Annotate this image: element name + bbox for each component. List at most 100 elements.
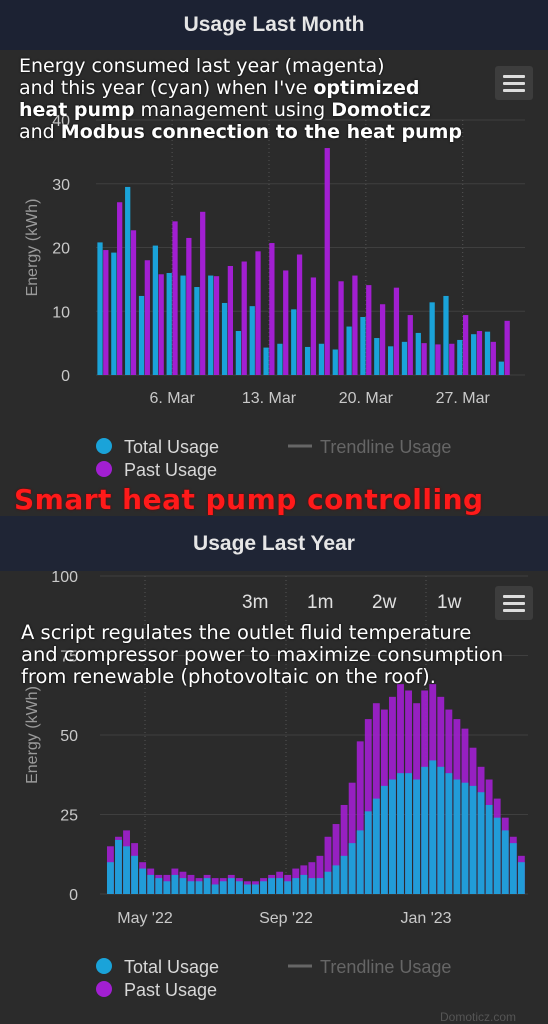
bar-past-usage bbox=[241, 261, 247, 375]
usage-last-month-header: Usage Last Month bbox=[0, 0, 548, 50]
credit-link[interactable]: Domoticz.com bbox=[440, 1010, 517, 1024]
bar-total-usage bbox=[421, 766, 429, 894]
bar-past-usage bbox=[352, 275, 358, 375]
bar-total-usage bbox=[300, 874, 308, 894]
bar-total-usage bbox=[125, 186, 131, 375]
bar-total-usage bbox=[249, 306, 255, 375]
year-chart-panel: 0 25 50 75 100 May '22 Sep '22 Jan '23 Energy (k… bbox=[0, 571, 548, 1022]
panel-title-year: Usage Last Year bbox=[193, 532, 355, 555]
bar-total-usage bbox=[348, 843, 356, 894]
bar-total-usage bbox=[235, 331, 242, 375]
x-tick-label: Jan '23 bbox=[400, 910, 451, 927]
bar-total-usage bbox=[374, 338, 380, 375]
bar-total-usage bbox=[471, 334, 477, 375]
bar-total-usage bbox=[235, 881, 243, 894]
bar-total-usage bbox=[356, 830, 364, 894]
bar-past-usage bbox=[407, 315, 413, 375]
bar-total-usage bbox=[276, 878, 284, 894]
bar-past-usage bbox=[379, 304, 386, 375]
bar-total-usage bbox=[115, 839, 122, 894]
bar-total-usage bbox=[477, 792, 485, 894]
x-tick-label: 27. Mar bbox=[436, 390, 491, 407]
annotation-line-3: management using bbox=[134, 99, 332, 121]
bar-total-usage bbox=[292, 878, 300, 894]
bar-total-usage bbox=[318, 343, 325, 375]
month-chart-panel: 0 10 20 30 40 6. Mar 13. Mar 20. Mar 27. Mar Ener… bbox=[0, 50, 548, 516]
bar-past-usage bbox=[463, 315, 469, 375]
bar-past-usage bbox=[490, 341, 496, 375]
bar-past-usage bbox=[144, 260, 150, 375]
banner-text: Smart heat pump controlling bbox=[14, 483, 484, 516]
range-button-1m[interactable]: 1m bbox=[307, 592, 334, 613]
bar-total-usage bbox=[360, 316, 366, 375]
bar-total-usage bbox=[138, 295, 145, 375]
bar-total-usage bbox=[227, 878, 235, 894]
bar-total-usage bbox=[457, 339, 463, 375]
bar-total-usage bbox=[401, 341, 408, 375]
bar-past-usage bbox=[283, 270, 289, 375]
y-tick-label: 25 bbox=[60, 808, 78, 825]
annotation-bold-optimized: optimized bbox=[313, 77, 420, 99]
month-chart: 0 10 20 30 40 6. Mar 13. Mar 20. Mar 27. Mar Ener… bbox=[24, 113, 525, 480]
bar-total-usage bbox=[389, 779, 396, 894]
bar-total-usage bbox=[484, 331, 491, 375]
annotation-top: Energy consumed last year (magenta) and … bbox=[19, 55, 539, 143]
annotation-line-1: Energy consumed last year (magenta) bbox=[19, 55, 385, 77]
bar-total-usage bbox=[179, 878, 187, 894]
y-tick-label: 100 bbox=[51, 571, 78, 586]
bar-past-usage bbox=[356, 741, 364, 894]
bar-total-usage bbox=[445, 773, 453, 894]
bar-total-usage bbox=[180, 275, 186, 375]
legend-trendline-usage: Trendline Usage bbox=[320, 957, 451, 977]
y-tick-label: 0 bbox=[69, 887, 78, 904]
bar-past-usage bbox=[504, 320, 510, 375]
bar-total-usage bbox=[485, 804, 493, 894]
bar-past-usage bbox=[421, 343, 427, 375]
bar-total-usage bbox=[171, 874, 179, 894]
bar-total-usage bbox=[263, 347, 269, 375]
y-axis-label: Energy (kWh) bbox=[24, 686, 41, 784]
range-button-1w[interactable]: 1w bbox=[437, 592, 462, 613]
bar-total-usage bbox=[195, 881, 203, 894]
bar-total-usage bbox=[166, 273, 172, 375]
range-button-2w[interactable]: 2w bbox=[372, 592, 397, 613]
legend-total-usage: Total Usage bbox=[124, 437, 219, 457]
bar-total-usage bbox=[152, 245, 158, 375]
bar-past-usage bbox=[348, 782, 356, 894]
bar-past-usage bbox=[338, 281, 344, 375]
annotation-bold-domoticz: Domoticz bbox=[331, 99, 431, 121]
chart-menu-button-year[interactable] bbox=[495, 586, 533, 620]
bar-total-usage bbox=[147, 874, 155, 894]
bar-total-usage bbox=[277, 343, 283, 375]
bar-past-usage bbox=[449, 343, 455, 375]
bar-total-usage bbox=[509, 843, 517, 894]
bar-total-usage bbox=[469, 785, 477, 894]
bar-total-usage bbox=[387, 346, 394, 375]
year-chart: 0 25 50 75 100 May '22 Sep '22 Jan '23 Energy (k… bbox=[24, 571, 528, 1000]
annotation-bottom-line-3: from renewable (photovoltaic on the roof… bbox=[21, 665, 436, 688]
x-tick-label: Sep '22 bbox=[259, 910, 313, 927]
bar-past-usage bbox=[308, 862, 316, 894]
bar-total-usage bbox=[203, 878, 211, 894]
bar-total-usage bbox=[243, 884, 251, 894]
range-button-3m[interactable]: 3m bbox=[242, 592, 269, 613]
bar-total-usage bbox=[380, 785, 388, 894]
x-tick-label: 20. Mar bbox=[339, 390, 394, 407]
bar-past-usage bbox=[296, 254, 303, 375]
bar-total-usage bbox=[501, 830, 509, 894]
annotation-bold-heat-pump: heat pump bbox=[19, 99, 135, 121]
bar-total-usage bbox=[493, 817, 501, 894]
y-tick-label: 50 bbox=[60, 728, 78, 745]
bar-total-usage bbox=[304, 346, 311, 375]
bar-total-usage bbox=[221, 302, 228, 375]
bar-past-usage bbox=[332, 824, 340, 894]
legend-past-usage: Past Usage bbox=[124, 980, 217, 1000]
bar-total-usage bbox=[139, 868, 147, 894]
bar-total-usage bbox=[308, 878, 316, 894]
bar-past-usage bbox=[476, 331, 483, 375]
bar-total-usage bbox=[429, 760, 437, 894]
bar-total-usage bbox=[405, 773, 412, 894]
bar-total-usage bbox=[437, 766, 445, 894]
bar-past-usage bbox=[130, 230, 137, 375]
chart-menu-button-month[interactable] bbox=[495, 66, 533, 100]
